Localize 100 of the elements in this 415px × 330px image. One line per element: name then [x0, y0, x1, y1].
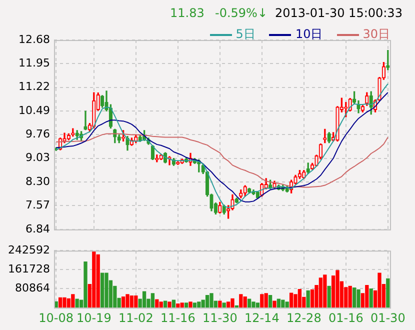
bar [197, 302, 201, 308]
bar [180, 302, 184, 308]
bar [205, 295, 210, 308]
bar [168, 302, 172, 308]
bar [176, 304, 180, 308]
x-tick-label: 01-16 [328, 310, 364, 325]
candlestick [302, 170, 306, 179]
x-tick-label: 11-30 [202, 310, 238, 325]
bar [96, 254, 100, 308]
candlestick [239, 190, 243, 198]
bar [243, 296, 247, 308]
candlestick [356, 100, 360, 114]
bar [155, 299, 159, 308]
x-tick-label: 11-16 [160, 310, 196, 325]
bar [256, 302, 260, 308]
bar [348, 286, 352, 308]
bar [218, 300, 222, 308]
y-tick-label: 80864 [15, 281, 50, 294]
bar [352, 288, 356, 308]
candlestick [247, 188, 252, 194]
bar [272, 300, 276, 308]
bar [289, 292, 294, 308]
bar [247, 298, 252, 308]
bar [386, 278, 390, 308]
bar [268, 295, 272, 308]
bar [66, 298, 71, 308]
candlestick [138, 135, 142, 142]
bar [172, 300, 176, 308]
legend-label: 5日 [236, 26, 256, 43]
bar [226, 302, 230, 308]
candlestick [150, 145, 155, 160]
y-tick-label: 7.57 [26, 198, 50, 212]
text: 2013-01-30 15:00:33 [275, 6, 402, 20]
bar [75, 298, 79, 308]
bar [264, 293, 268, 308]
bar [71, 294, 75, 308]
candlestick [155, 154, 159, 162]
bar [323, 274, 327, 308]
x-tick-label: 10-19 [76, 310, 112, 325]
bar [188, 302, 192, 308]
y-tick-label: 11.95 [18, 56, 50, 70]
bar [369, 288, 373, 308]
bar [318, 278, 323, 308]
bar [130, 296, 134, 308]
y-tick-label: 6.84 [26, 222, 50, 236]
bar [210, 293, 214, 308]
bar [260, 294, 264, 308]
y-tick-label: 242592 [8, 243, 50, 256]
y-tick-label: 9.03 [26, 151, 50, 164]
bar [192, 302, 197, 308]
candlestick [176, 161, 180, 165]
x-tick-label: 01-30 [370, 310, 406, 325]
bar [298, 288, 302, 308]
bar [134, 296, 138, 308]
candlestick [117, 134, 121, 144]
candlestick [218, 202, 222, 214]
bar [184, 302, 188, 308]
candlestick [306, 162, 310, 174]
y-tick-label: 10.49 [18, 104, 50, 117]
text: 11.83 [170, 6, 204, 20]
bar [306, 290, 310, 308]
bar [104, 272, 108, 308]
bar [285, 302, 289, 308]
bar [121, 296, 126, 308]
bar [336, 270, 340, 308]
bar [365, 284, 369, 308]
y-tick-label: 161728 [8, 262, 50, 276]
bar [252, 302, 256, 308]
bar [327, 286, 331, 308]
bar [150, 293, 155, 308]
legend-label: 30日 [362, 26, 390, 43]
candlestick [234, 198, 239, 204]
candlestick [75, 130, 79, 140]
candlestick [336, 106, 340, 142]
y-tick-label: 11.22 [18, 80, 50, 94]
x-tick-label: 12-28 [286, 310, 322, 325]
bar [276, 298, 281, 308]
bar [62, 297, 66, 308]
bar [58, 297, 62, 308]
candlestick [84, 110, 88, 130]
bar [163, 300, 168, 308]
x-tick-label: 12-14 [244, 310, 280, 325]
y-tick-label: 8.30 [26, 174, 50, 188]
bar [310, 289, 314, 308]
bar [378, 272, 382, 308]
legend-label: 10日 [295, 26, 323, 43]
y-tick-label: 9.76 [26, 128, 50, 141]
bar [100, 272, 104, 308]
bar [222, 302, 226, 308]
x-tick-label: 10-08 [38, 310, 74, 325]
bar [239, 294, 243, 308]
y-tick-label: 12.68 [18, 32, 50, 46]
x-tick-label: 11-02 [118, 310, 154, 325]
bar [126, 294, 130, 308]
bar [84, 261, 88, 308]
bar [356, 289, 360, 308]
bar [142, 291, 146, 308]
bar [281, 300, 285, 308]
bar [159, 302, 163, 308]
text: -0.59%↓ [215, 6, 268, 20]
